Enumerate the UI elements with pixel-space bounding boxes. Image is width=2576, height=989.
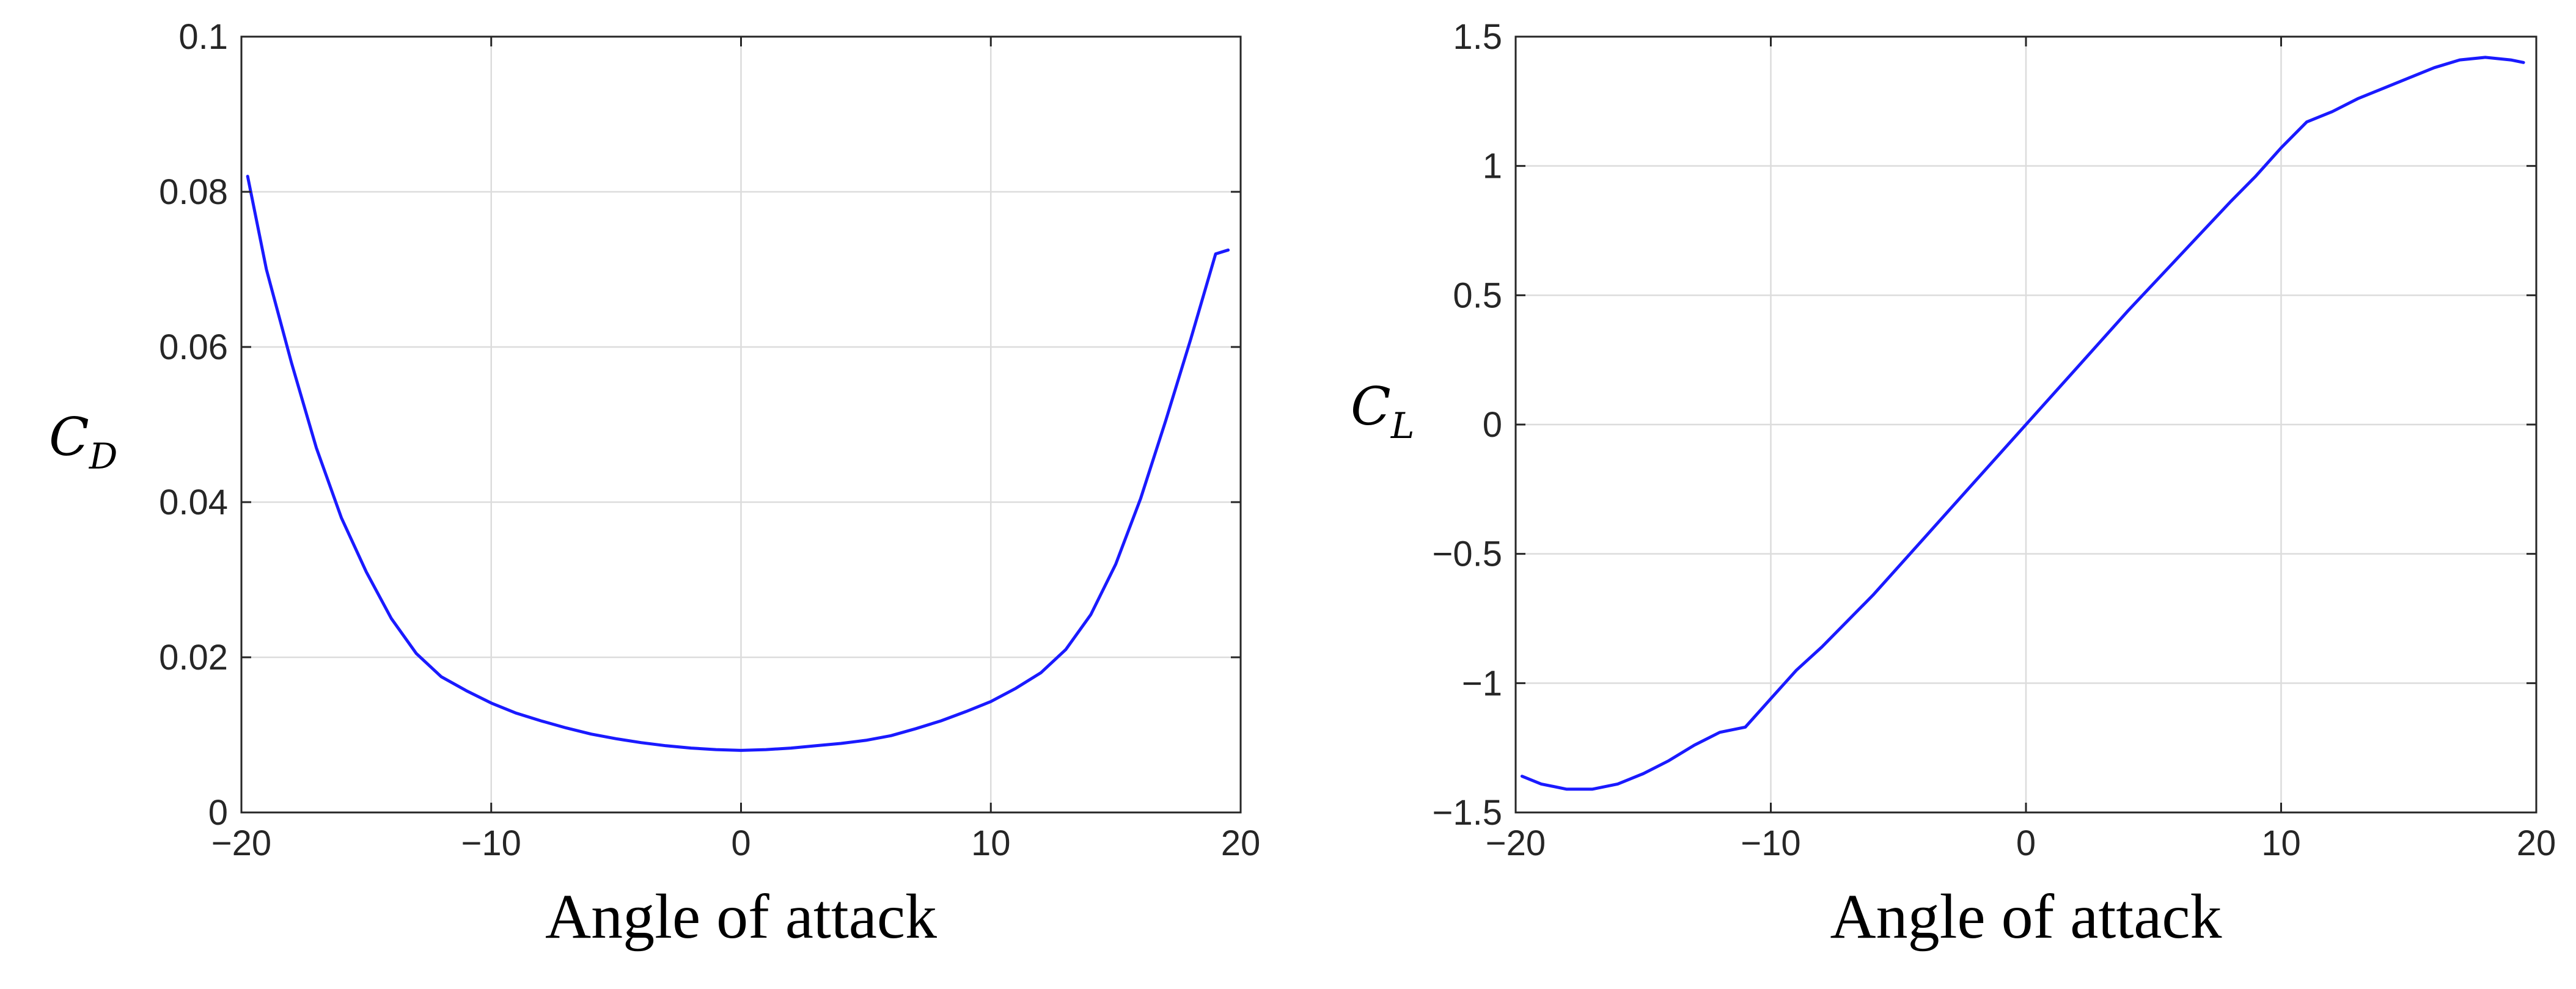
y-tick-label: 0.04	[159, 483, 228, 522]
x-tick-label: −20	[211, 823, 271, 863]
y-axis-label-main: C	[49, 407, 89, 468]
y-tick-label: 0	[1483, 405, 1502, 445]
x-tick-label: −20	[1486, 823, 1546, 863]
y-tick-label: −1	[1462, 663, 1502, 703]
drag-coefficient-chart: −20 −10 0 10 20 0 0.02 0.04 0.06 0.08 0.1 Angle of …	[49, 17, 1260, 952]
y-tick-label: 0.5	[1453, 276, 1502, 315]
y-axis-label-subscript: L	[1390, 405, 1415, 447]
y-tick-label: 1	[1483, 147, 1502, 186]
y-axis-label-subscript: D	[89, 436, 118, 477]
series-line	[1520, 56, 2525, 791]
x-tick-label: 20	[1221, 823, 1261, 863]
x-tick-label: 10	[2261, 823, 2301, 863]
y-axis-label: CL	[1351, 376, 1414, 447]
y-tick-label: −0.5	[1433, 535, 1503, 574]
y-axis-label-main: C	[1351, 376, 1391, 437]
y-tick-label: 0.02	[159, 638, 228, 677]
x-tick-label: 20	[2517, 823, 2556, 863]
x-tick-label: 0	[2016, 823, 2036, 863]
x-tick-label: −10	[461, 823, 521, 863]
x-tick-label: 0	[731, 823, 750, 863]
y-tick-label: 0.1	[178, 17, 228, 57]
y-tick-label: 0.06	[159, 327, 228, 367]
series-line	[246, 175, 1230, 752]
x-axis-label: Angle of attack	[545, 881, 937, 952]
y-axis-label: CD	[49, 407, 117, 477]
y-tick-label: 1.5	[1453, 17, 1502, 57]
x-tick-label: −10	[1741, 823, 1800, 863]
x-axis-label: Angle of attack	[1830, 881, 2222, 952]
y-tick-label: −1.5	[1433, 793, 1503, 833]
x-tick-label: 10	[971, 823, 1011, 863]
y-tick-label: 0	[208, 793, 228, 833]
y-tick-label: 0.08	[159, 172, 228, 212]
lift-coefficient-chart: −20 −10 0 10 20 −1.5 −1 −0.5 0 0.5 1 1.5 Angle of at…	[1351, 17, 2556, 952]
